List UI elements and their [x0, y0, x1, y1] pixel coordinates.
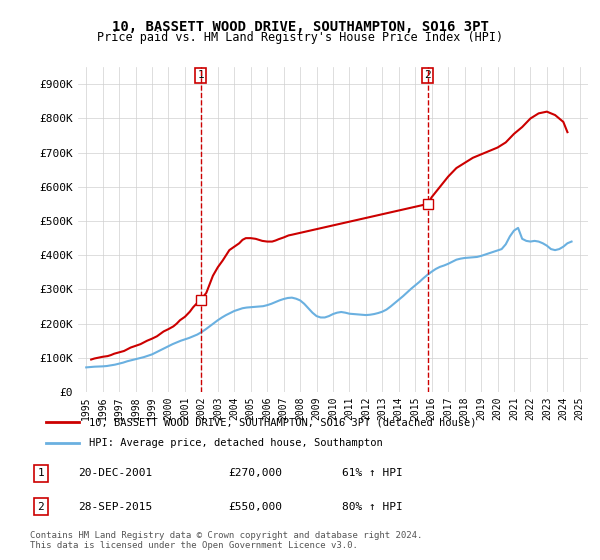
Text: 20-DEC-2001: 20-DEC-2001	[78, 468, 152, 478]
Text: HPI: Average price, detached house, Southampton: HPI: Average price, detached house, Sout…	[89, 438, 383, 448]
Text: Contains HM Land Registry data © Crown copyright and database right 2024.
This d: Contains HM Land Registry data © Crown c…	[30, 530, 422, 550]
Text: 28-SEP-2015: 28-SEP-2015	[78, 502, 152, 512]
Text: 1: 1	[37, 468, 44, 478]
Text: Price paid vs. HM Land Registry's House Price Index (HPI): Price paid vs. HM Land Registry's House …	[97, 31, 503, 44]
Text: 2: 2	[37, 502, 44, 512]
Text: 1: 1	[197, 71, 204, 81]
Text: £550,000: £550,000	[228, 502, 282, 512]
Text: 10, BASSETT WOOD DRIVE, SOUTHAMPTON, SO16 3PT: 10, BASSETT WOOD DRIVE, SOUTHAMPTON, SO1…	[112, 20, 488, 34]
Text: 80% ↑ HPI: 80% ↑ HPI	[342, 502, 403, 512]
Text: 61% ↑ HPI: 61% ↑ HPI	[342, 468, 403, 478]
Text: £270,000: £270,000	[228, 468, 282, 478]
Text: 2: 2	[424, 71, 431, 81]
Text: 10, BASSETT WOOD DRIVE, SOUTHAMPTON, SO16 3PT (detached house): 10, BASSETT WOOD DRIVE, SOUTHAMPTON, SO1…	[89, 417, 477, 427]
